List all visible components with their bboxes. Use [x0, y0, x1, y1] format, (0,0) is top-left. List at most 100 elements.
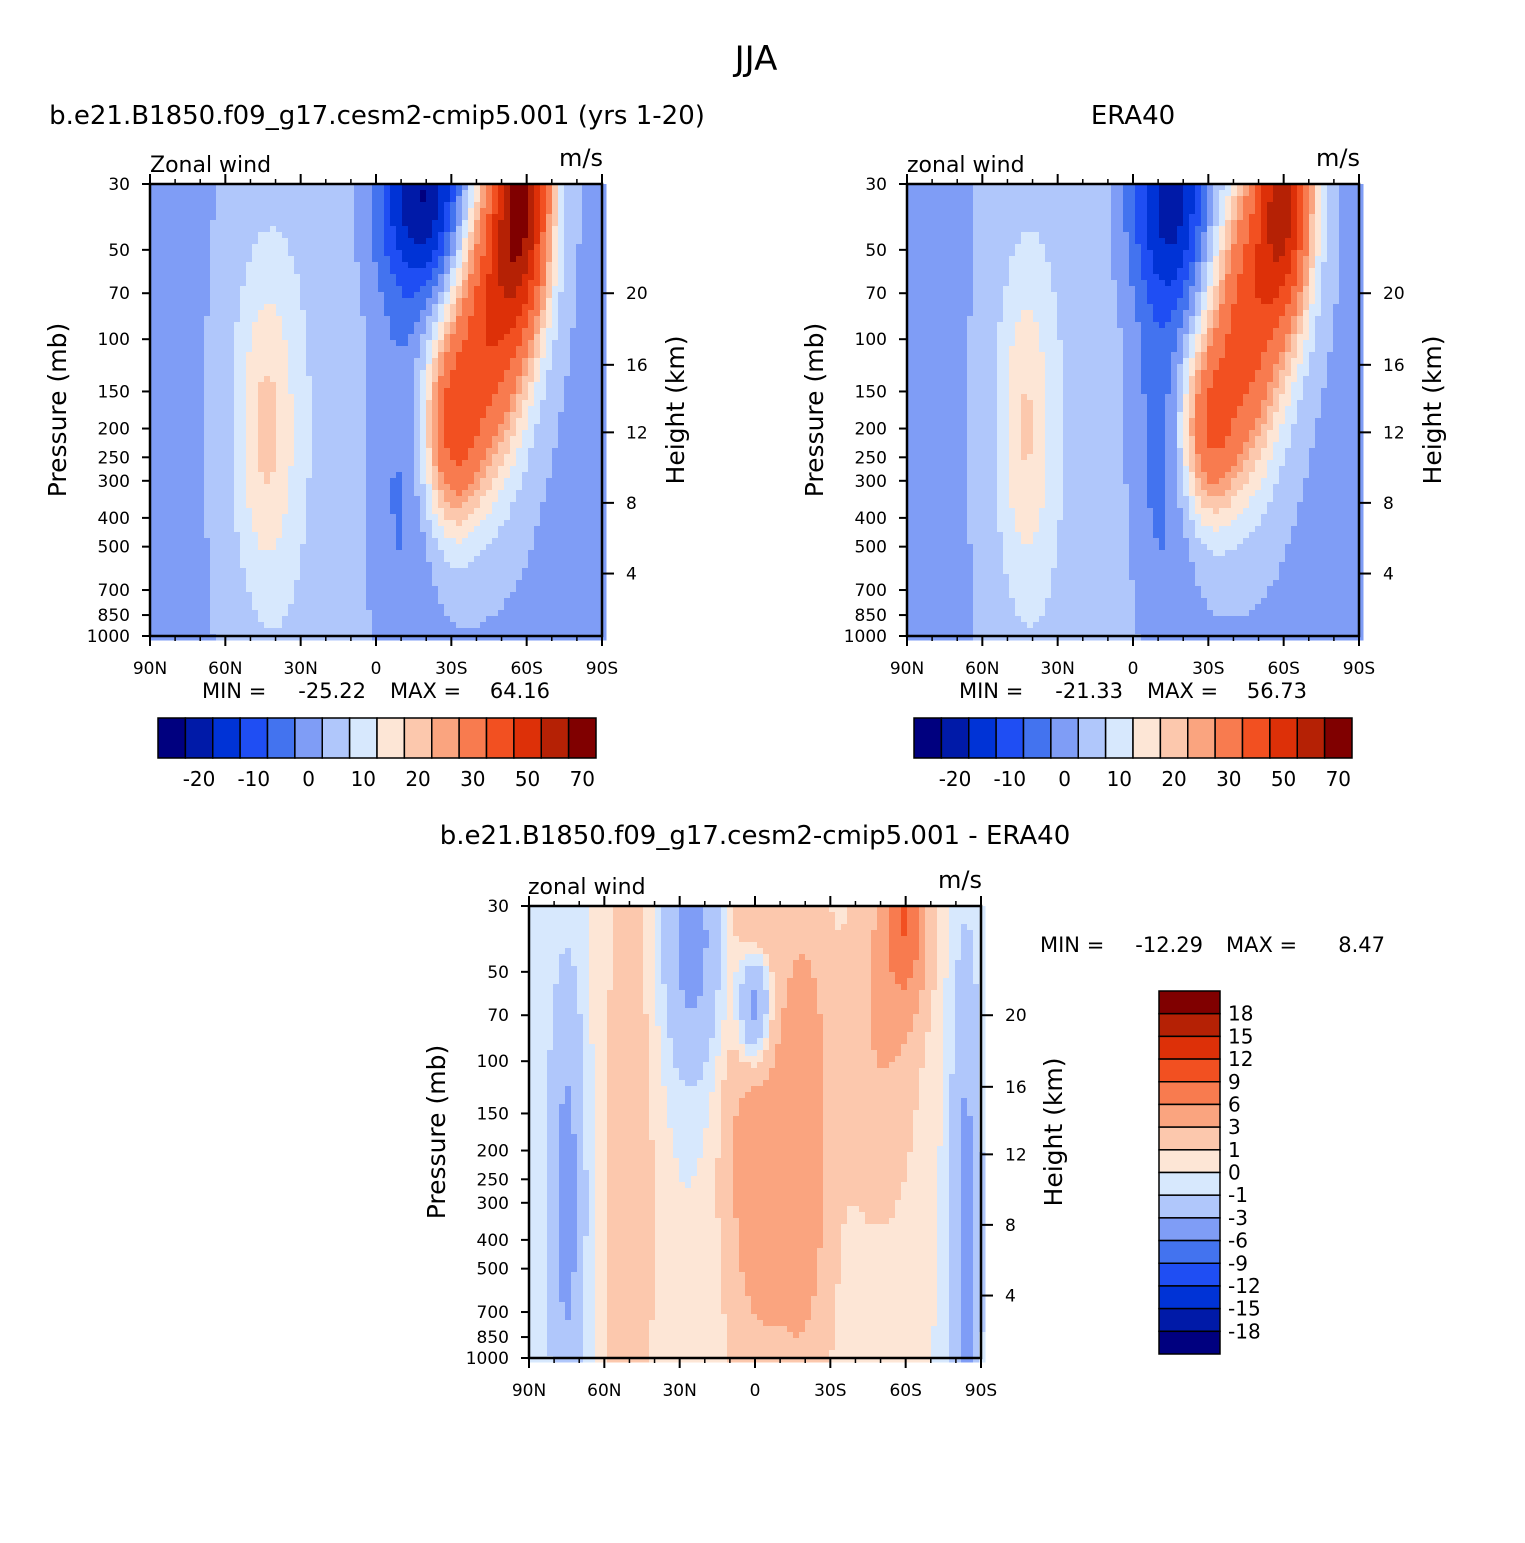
field-cell: [228, 508, 235, 515]
field-cell: [222, 376, 229, 383]
field-cell: [216, 316, 223, 323]
field-cell: [558, 322, 565, 329]
field-cell: [486, 442, 493, 449]
field-cell: [288, 244, 295, 251]
field-cell: [264, 442, 271, 449]
field-cell: [384, 292, 391, 299]
field-cell: [474, 502, 481, 509]
field-cell: [444, 400, 451, 407]
field-cell: [336, 562, 343, 569]
field-cell: [426, 514, 433, 521]
field-cell: [282, 490, 289, 497]
field-cell: [456, 478, 463, 485]
field-cell: [390, 418, 397, 425]
field-cell: [540, 502, 547, 509]
field-cell: [354, 496, 361, 503]
field-cell: [168, 400, 175, 407]
field-cell: [510, 364, 517, 371]
field-cell: [354, 364, 361, 371]
field-cell: [396, 322, 403, 329]
field-cell: [246, 490, 253, 497]
field-cell: [576, 352, 583, 359]
field-cell: [162, 454, 169, 461]
field-cell: [270, 322, 277, 329]
field-cell: [162, 502, 169, 509]
field-cell: [276, 364, 283, 371]
field-cell: [168, 352, 175, 359]
field-cell: [216, 310, 223, 317]
field-cell: [312, 544, 319, 551]
field-cell: [432, 358, 439, 365]
field-cell: [168, 220, 175, 227]
field-cell: [318, 268, 325, 275]
field-cell: [324, 556, 331, 563]
field-cell: [270, 574, 277, 581]
field-cell: [366, 514, 373, 521]
field-cell: [402, 310, 409, 317]
field-cell: [564, 430, 571, 437]
field-cell: [300, 232, 307, 239]
field-cell: [564, 220, 571, 227]
field-cell: [234, 256, 241, 263]
field-cell: [396, 184, 403, 191]
field-cell: [294, 358, 301, 365]
field-cell: [468, 358, 475, 365]
field-cell: [414, 280, 421, 287]
field-cell: [402, 550, 409, 557]
field-cell: [528, 460, 535, 467]
field-cell: [210, 412, 217, 419]
field-cell: [162, 364, 169, 371]
field-cell: [528, 196, 535, 203]
field-cell: [492, 568, 499, 575]
field-cell: [366, 268, 373, 275]
field-cell: [468, 430, 475, 437]
field-cell: [312, 268, 319, 275]
field-cell: [186, 214, 193, 221]
field-cell: [516, 328, 523, 335]
field-cell: [168, 328, 175, 335]
field-cell: [150, 358, 157, 365]
field-cell: [168, 406, 175, 413]
field-cell: [222, 550, 229, 557]
field-cell: [258, 364, 265, 371]
field-cell: [438, 484, 445, 491]
field-cell: [228, 424, 235, 431]
field-cell: [474, 478, 481, 485]
field-cell: [222, 334, 229, 341]
field-cell: [288, 196, 295, 203]
field-cell: [474, 268, 481, 275]
field-cell: [594, 430, 601, 437]
field-cell: [318, 526, 325, 533]
field-cell: [522, 568, 529, 575]
field-cell: [174, 268, 181, 275]
field-cell: [168, 208, 175, 215]
field-cell: [462, 262, 469, 269]
field-cell: [198, 436, 205, 443]
field-cell: [558, 364, 565, 371]
field-cell: [270, 478, 277, 485]
field-cell: [168, 532, 175, 539]
field-cell: [240, 556, 247, 563]
field-cell: [168, 448, 175, 455]
field-cell: [504, 292, 511, 299]
field-cell: [594, 274, 601, 281]
field-cell: [216, 238, 223, 245]
field-cell: [474, 490, 481, 497]
field-cell: [186, 562, 193, 569]
field-cell: [240, 280, 247, 287]
field-cell: [576, 496, 583, 503]
field-cell: [540, 250, 547, 257]
field-cell: [168, 496, 175, 503]
field-cell: [270, 352, 277, 359]
field-cell: [444, 196, 451, 203]
field-cell: [564, 238, 571, 245]
field-cell: [480, 370, 487, 377]
field-cell: [420, 298, 427, 305]
field-cell: [540, 370, 547, 377]
field-cell: [264, 316, 271, 323]
field-cell: [294, 412, 301, 419]
field-cell: [186, 406, 193, 413]
field-cell: [564, 352, 571, 359]
field-cell: [384, 442, 391, 449]
field-cell: [240, 232, 247, 239]
